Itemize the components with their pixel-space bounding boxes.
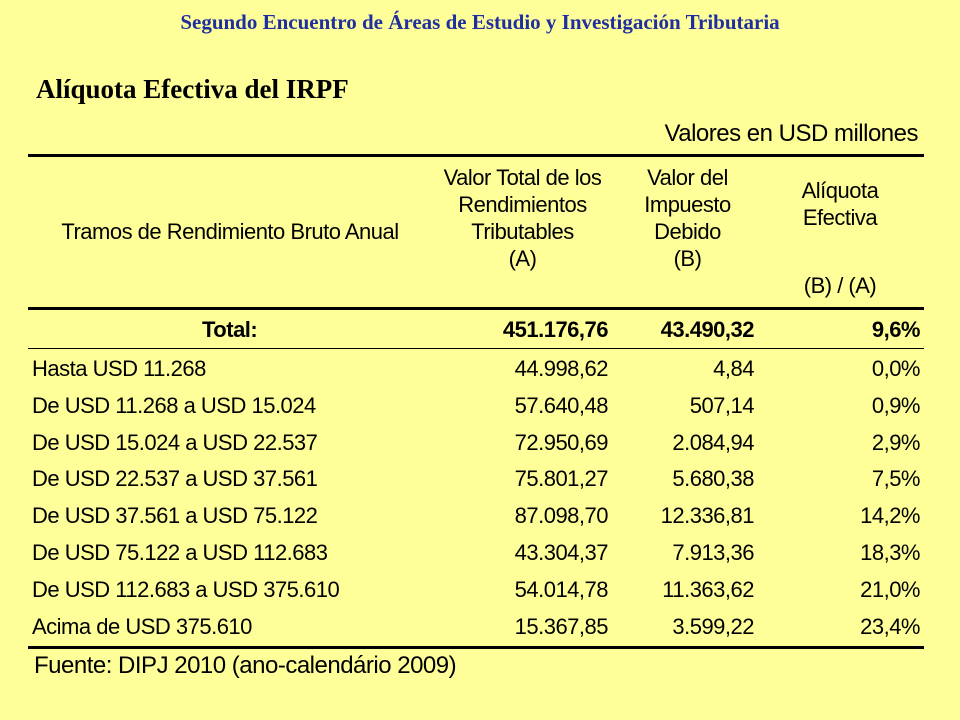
total-value-c: 9,6% [871,317,921,342]
row-value-c: 14,2% [860,503,920,529]
total-value-b: 43.490,32 [660,317,755,342]
table-row: De USD 22.537 a USD 37.561 75.801,27 5.680… [32,462,921,495]
table-row: Hasta USD 11.268 44.998,62 4,84 0,0% [32,352,921,385]
row-value-c: 21,0% [860,576,920,602]
row-value-c: 7,5% [871,466,921,492]
table-row: De USD 75.122 a USD 112.683 43.304,37 7.91… [32,536,920,569]
row-value-c: 0,0% [871,356,921,381]
row-value-a: 54.014,78 [514,576,609,602]
row-label: De USD 22.537 a USD 37.561 [32,466,318,492]
col-header-a-line1: Valor Total de los [443,165,602,190]
col-header-c-line4: (B) / (A) [803,273,877,298]
row-value-b: 7.913,36 [672,540,754,565]
row-label: De USD 11.268 a USD 15.024 [32,392,316,418]
col-header-b-line3: Debido [654,219,721,244]
row-value-b: 4,84 [713,356,754,381]
table-row: De USD 11.268 a USD 15.024 57.640,48 507,1… [32,389,921,422]
row-value-c: 0,9% [871,392,921,418]
row-label: De USD 37.561 a USD 75.122 [32,503,318,529]
row-value-b: 3.599,22 [672,613,754,639]
table-top-rule [28,154,924,157]
col-header-range: Tramos de Rendimiento Bruto Anual [40,218,420,245]
row-value-a: 57.640,48 [514,392,609,418]
col-header-a-line3: Tributables [471,219,574,244]
row-value-a: 87.098,70 [514,503,609,529]
col-header-c-line3 [780,231,900,258]
total-label: Total: [202,317,258,342]
total-row: Total: 451.176,76 43.490,32 9,6% [32,313,921,346]
col-header-a: Valor Total de los Rendimientos Tributab… [425,164,620,272]
row-value-a: 15.367,85 [514,613,609,639]
row-value-b: 12.336,81 [660,503,755,529]
row-value-a: 43.304,37 [514,540,609,565]
table-bottom-rule [28,646,924,649]
row-label: De USD 112.683 a USD 375.610 [32,576,340,602]
row-value-b: 2.084,94 [672,429,754,455]
row-value-c: 23,4% [860,613,920,639]
col-header-c-line2: Efectiva [802,205,878,230]
units-note: Valores en USD millones [664,120,919,147]
row-label: De USD 15.024 a USD 22.537 [32,429,318,455]
row-label: De USD 75.122 a USD 112.683 [32,540,328,565]
col-header-range-text: Tramos de Rendimiento Bruto Anual [61,219,399,244]
col-header-b-line1: Valor del [647,165,728,190]
col-header-a-line4: (A) [508,246,537,271]
col-header-b: Valor del Impuesto Debido (B) [625,164,750,272]
slide-header: Segundo Encuentro de Áreas de Estudio y … [180,10,780,34]
row-value-a: 75.801,27 [514,466,609,492]
total-value-a: 451.176,76 [502,317,609,342]
col-header-c-formula: (B) / (A) [780,272,900,299]
row-value-b: 507,14 [689,392,755,418]
col-header-c: Alíquota Efectiva [780,177,900,258]
table-row: De USD 37.561 a USD 75.122 87.098,70 12.33… [32,499,920,532]
row-value-b: 11.363,62 [662,576,754,602]
col-header-c-line1: Alíquota [801,178,879,203]
table-row: Acima de USD 375.610 15.367,85 3.599,22 23,… [32,610,920,643]
table-row: De USD 112.683 a USD 375.610 54.014,78 11.… [32,573,920,606]
row-value-a: 72.950,69 [514,429,609,455]
total-bottom-rule [28,348,924,349]
col-header-a-line2: Rendimientos [458,192,587,217]
slide-title: Alíquota Efectiva del IRPF [36,74,349,104]
row-value-c: 18,3% [860,540,920,565]
row-value-a: 44.998,62 [514,356,609,381]
row-value-b: 5.680,38 [672,466,754,492]
row-label: Hasta USD 11.268 [32,356,206,381]
table-row: De USD 15.024 a USD 22.537 72.950,69 2.084… [32,426,921,459]
source-note: Fuente: DIPJ 2010 (ano-calendário 2009) [34,652,457,679]
col-header-b-line4: (B) [673,246,702,271]
row-value-c: 2,9% [871,429,921,455]
header-bottom-rule [28,307,924,310]
row-label: Acima de USD 375.610 [32,613,252,639]
col-header-b-line2: Impuesto [644,192,731,217]
